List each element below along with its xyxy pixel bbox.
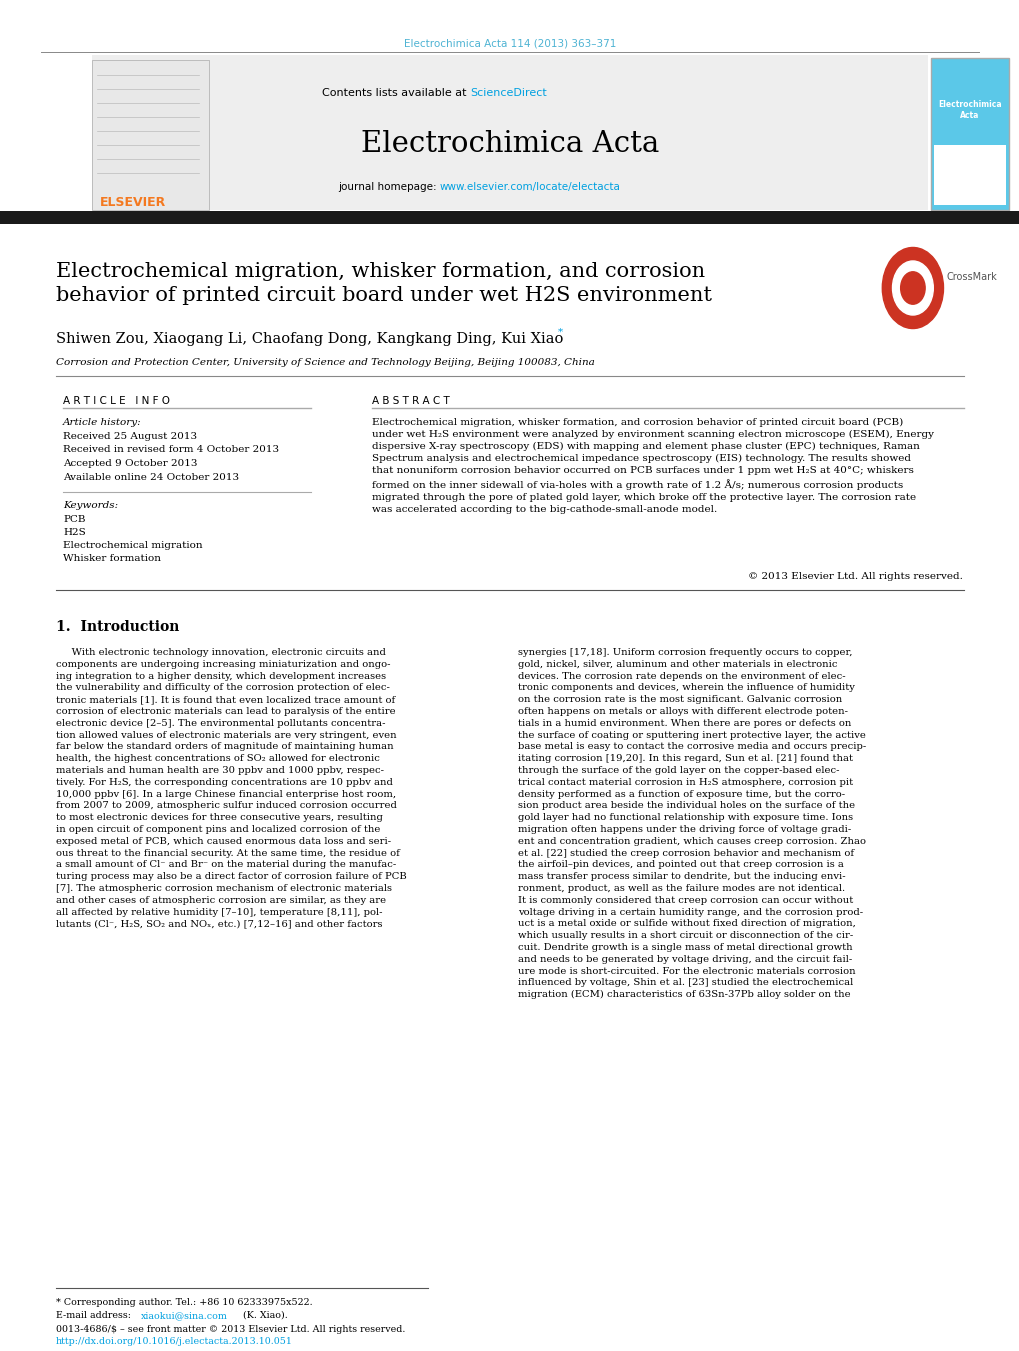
Text: Electrochemical migration: Electrochemical migration <box>63 540 203 550</box>
Text: Electrochemical migration, whisker formation, and corrosion
behavior of printed : Electrochemical migration, whisker forma… <box>56 262 711 305</box>
Bar <box>92 59 209 209</box>
Bar <box>930 58 1008 209</box>
Text: H2S: H2S <box>63 528 86 536</box>
Text: Article history:: Article history: <box>63 417 142 427</box>
Text: xiaokui@sina.com: xiaokui@sina.com <box>141 1310 227 1320</box>
Text: 0013-4686/$ – see front matter © 2013 Elsevier Ltd. All rights reserved.: 0013-4686/$ – see front matter © 2013 El… <box>56 1325 406 1333</box>
Text: *: * <box>557 328 562 336</box>
Text: Received in revised form 4 October 2013: Received in revised form 4 October 2013 <box>63 446 279 454</box>
Text: http://dx.doi.org/10.1016/j.electacta.2013.10.051: http://dx.doi.org/10.1016/j.electacta.20… <box>56 1337 292 1346</box>
Text: * Corresponding author. Tel.: +86 10 62333975x522.: * Corresponding author. Tel.: +86 10 623… <box>56 1298 313 1306</box>
Text: Contents lists available at: Contents lists available at <box>322 88 470 99</box>
Text: 1.  Introduction: 1. Introduction <box>56 620 179 634</box>
Text: CrossMark: CrossMark <box>946 272 997 282</box>
Circle shape <box>900 272 924 304</box>
Text: A R T I C L E   I N F O: A R T I C L E I N F O <box>63 396 170 407</box>
Bar <box>92 55 927 209</box>
Text: E-mail address:: E-mail address: <box>56 1310 133 1320</box>
Text: journal homepage:: journal homepage: <box>337 182 439 192</box>
Text: Whisker formation: Whisker formation <box>63 554 161 563</box>
Text: Shiwen Zou, Xiaogang Li, Chaofang Dong, Kangkang Ding, Kui Xiao: Shiwen Zou, Xiaogang Li, Chaofang Dong, … <box>56 332 562 346</box>
Text: Electrochimica
Acta: Electrochimica Acta <box>937 100 1001 120</box>
Circle shape <box>892 261 932 315</box>
Text: With electronic technology innovation, electronic circuits and
components are un: With electronic technology innovation, e… <box>56 648 407 928</box>
Text: Electrochimica Acta: Electrochimica Acta <box>361 130 658 158</box>
Text: www.elsevier.com/locate/electacta: www.elsevier.com/locate/electacta <box>439 182 621 192</box>
Text: synergies [17,18]. Uniform corrosion frequently occurs to copper,
gold, nickel, : synergies [17,18]. Uniform corrosion fre… <box>518 648 865 1000</box>
Text: Available online 24 October 2013: Available online 24 October 2013 <box>63 473 239 481</box>
Text: Accepted 9 October 2013: Accepted 9 October 2013 <box>63 459 198 467</box>
Text: Corrosion and Protection Center, University of Science and Technology Beijing, B: Corrosion and Protection Center, Univers… <box>56 358 594 367</box>
Bar <box>0 211 1019 224</box>
Text: ELSEVIER: ELSEVIER <box>100 196 166 209</box>
Text: A B S T R A C T: A B S T R A C T <box>372 396 449 407</box>
Text: Received 25 August 2013: Received 25 August 2013 <box>63 432 197 440</box>
Bar <box>933 145 1005 205</box>
Text: Electrochemical migration, whisker formation, and corrosion behavior of printed : Electrochemical migration, whisker forma… <box>372 417 933 513</box>
Text: ScienceDirect: ScienceDirect <box>470 88 546 99</box>
Text: PCB: PCB <box>63 515 86 524</box>
Text: © 2013 Elsevier Ltd. All rights reserved.: © 2013 Elsevier Ltd. All rights reserved… <box>747 571 962 581</box>
Text: (K. Xiao).: (K. Xiao). <box>239 1310 287 1320</box>
Circle shape <box>881 247 943 328</box>
Text: Keywords:: Keywords: <box>63 501 118 509</box>
Text: Electrochimica Acta 114 (2013) 363–371: Electrochimica Acta 114 (2013) 363–371 <box>404 38 615 49</box>
